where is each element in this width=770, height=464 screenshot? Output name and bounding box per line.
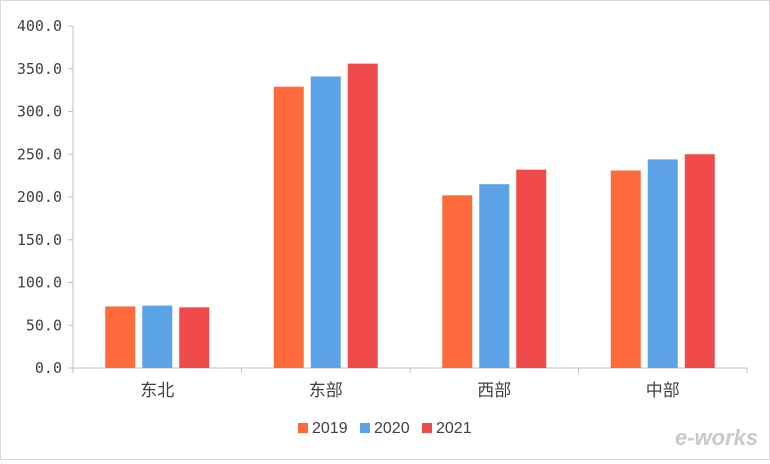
y-axis-ticks: 0.0 50.0 100.0 150.0 200.0 250.0 300.0 350.0 400… [17, 17, 73, 377]
x-category-label: 东北 [140, 381, 174, 401]
watermark-text: e-works [675, 425, 758, 450]
legend-swatch [360, 423, 370, 433]
bar [142, 305, 173, 368]
y-tick-label: 300.0 [17, 103, 62, 121]
y-tick-label: 50.0 [26, 316, 62, 334]
chart-legend: 2019 2020 2021 [298, 420, 472, 437]
y-tick-label: 100.0 [17, 274, 62, 292]
bar [347, 63, 378, 369]
bar [647, 159, 678, 368]
legend-label: 2019 [312, 420, 348, 437]
y-tick-label: 400.0 [17, 17, 62, 35]
e-works-watermark: e-works [675, 425, 758, 450]
bar [442, 195, 473, 368]
bar [310, 76, 341, 368]
legend-label: 2021 [436, 420, 472, 437]
bar [179, 307, 210, 368]
y-tick-label: 150.0 [17, 231, 62, 249]
x-axis-labels: 东北 东部 西部 中部 [72, 368, 748, 401]
legend-label: 2020 [374, 420, 410, 437]
bar [684, 154, 715, 368]
y-tick-label: 250.0 [17, 145, 62, 163]
y-tick-label: 200.0 [17, 188, 62, 206]
x-category-label: 东部 [309, 381, 343, 401]
y-tick-label: 0.0 [35, 359, 62, 377]
bar [610, 170, 641, 368]
bar [516, 169, 547, 368]
legend-swatch [298, 423, 308, 433]
x-category-label: 中部 [646, 381, 680, 401]
chart-bars [105, 63, 715, 369]
legend-swatch [422, 423, 432, 433]
bar [105, 306, 136, 368]
x-category-label: 西部 [477, 381, 511, 401]
chart-axes [72, 26, 747, 369]
y-tick-label: 350.0 [17, 60, 62, 78]
bar [479, 184, 510, 368]
bar [273, 86, 304, 368]
